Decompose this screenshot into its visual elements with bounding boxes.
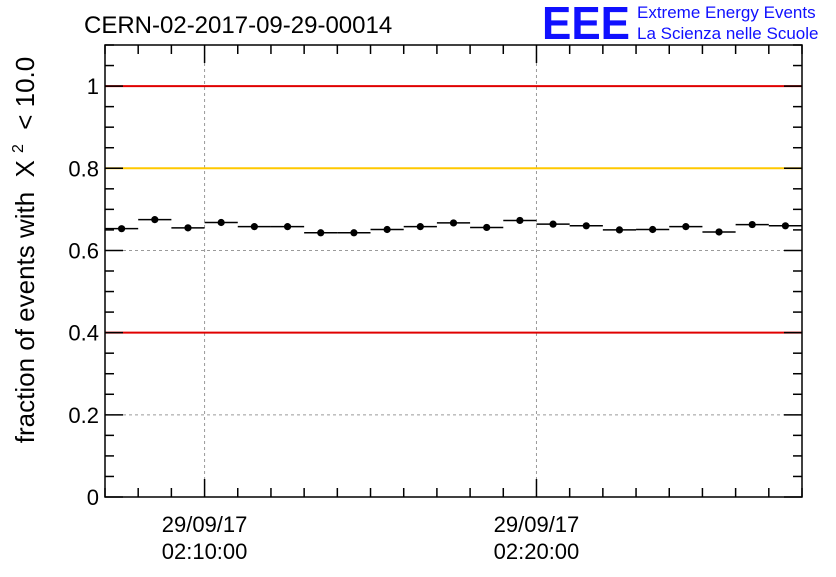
data-point (237, 223, 271, 231)
axis-layer: 00.20.40.60.8129/09/1702:10:0029/09/1702… (68, 44, 803, 564)
data-point (602, 226, 637, 234)
y-tick-label: 0.4 (68, 321, 99, 346)
y-axis-label-chi: X (10, 160, 40, 177)
data-point (735, 220, 769, 229)
chart-title: CERN-02-2017-09-29-00014 (84, 12, 392, 39)
data-point (636, 225, 670, 234)
data-point-marker (516, 216, 524, 225)
y-tick-label: 0.2 (68, 403, 99, 428)
data-point (436, 219, 471, 227)
y-tick-label: 1 (87, 74, 99, 99)
data-point (370, 225, 404, 234)
data-point-marker (383, 225, 391, 234)
reference-lines-layer (105, 85, 802, 334)
y-tick-label: 0.8 (68, 156, 99, 181)
logo-line-2: La Scienza nelle Scuole (637, 24, 818, 43)
x-tick-label-date: 29/09/17 (162, 512, 248, 537)
data-point (470, 223, 504, 232)
data-point-marker (350, 229, 358, 237)
data-point-marker (184, 224, 192, 232)
y-axis-label-suffix: < 10.0 (10, 57, 40, 130)
data-point-marker (250, 223, 258, 231)
data-point (204, 218, 238, 227)
data-point (270, 223, 305, 231)
data-point-marker (781, 222, 790, 230)
data-point-marker (416, 223, 424, 231)
logo-letters: EEE (542, 0, 630, 49)
x-tick-label-date: 29/09/17 (494, 512, 580, 537)
y-axis-label-prefix: fraction of events with (10, 192, 40, 443)
data-point-marker (317, 229, 325, 237)
data-point-marker (582, 222, 590, 230)
data-point-marker (151, 216, 159, 224)
data-point-marker (283, 223, 292, 231)
data-point-marker (449, 219, 458, 227)
data-point (337, 229, 371, 237)
data-point (569, 222, 603, 230)
data-point-marker (483, 223, 491, 232)
data-point-marker (549, 220, 557, 228)
data-point (702, 228, 736, 236)
data-point-marker (117, 225, 126, 233)
data-point-marker (715, 228, 723, 236)
data-point-marker (682, 223, 690, 231)
y-axis-label: fraction of events with X 2 < 10.0 (0, 57, 40, 443)
data-point (768, 222, 802, 230)
data-point (304, 229, 338, 237)
x-tick-label-time: 02:10:00 (162, 539, 248, 564)
y-tick-label: 0 (87, 485, 99, 510)
data-point (105, 225, 139, 233)
logo-line-1: Extreme Energy Events (637, 3, 816, 22)
data-point (138, 216, 172, 224)
data-point (669, 223, 703, 231)
grid-layer (105, 45, 802, 497)
data-point-marker (748, 220, 756, 229)
y-axis-label-sup: 2 (10, 144, 27, 153)
eee-logo: EEE Extreme Energy Events La Scienza nel… (542, 0, 818, 49)
data-point (403, 223, 437, 231)
data-point (171, 224, 205, 232)
data-point-marker (649, 225, 657, 234)
data-layer (105, 216, 802, 237)
data-point (536, 220, 570, 228)
data-point-marker (615, 226, 624, 234)
data-point-marker (217, 218, 225, 227)
y-tick-label: 0.6 (68, 238, 99, 263)
x-tick-label-time: 02:20:00 (494, 539, 580, 564)
data-point (503, 216, 537, 225)
plot-frame (104, 44, 803, 498)
